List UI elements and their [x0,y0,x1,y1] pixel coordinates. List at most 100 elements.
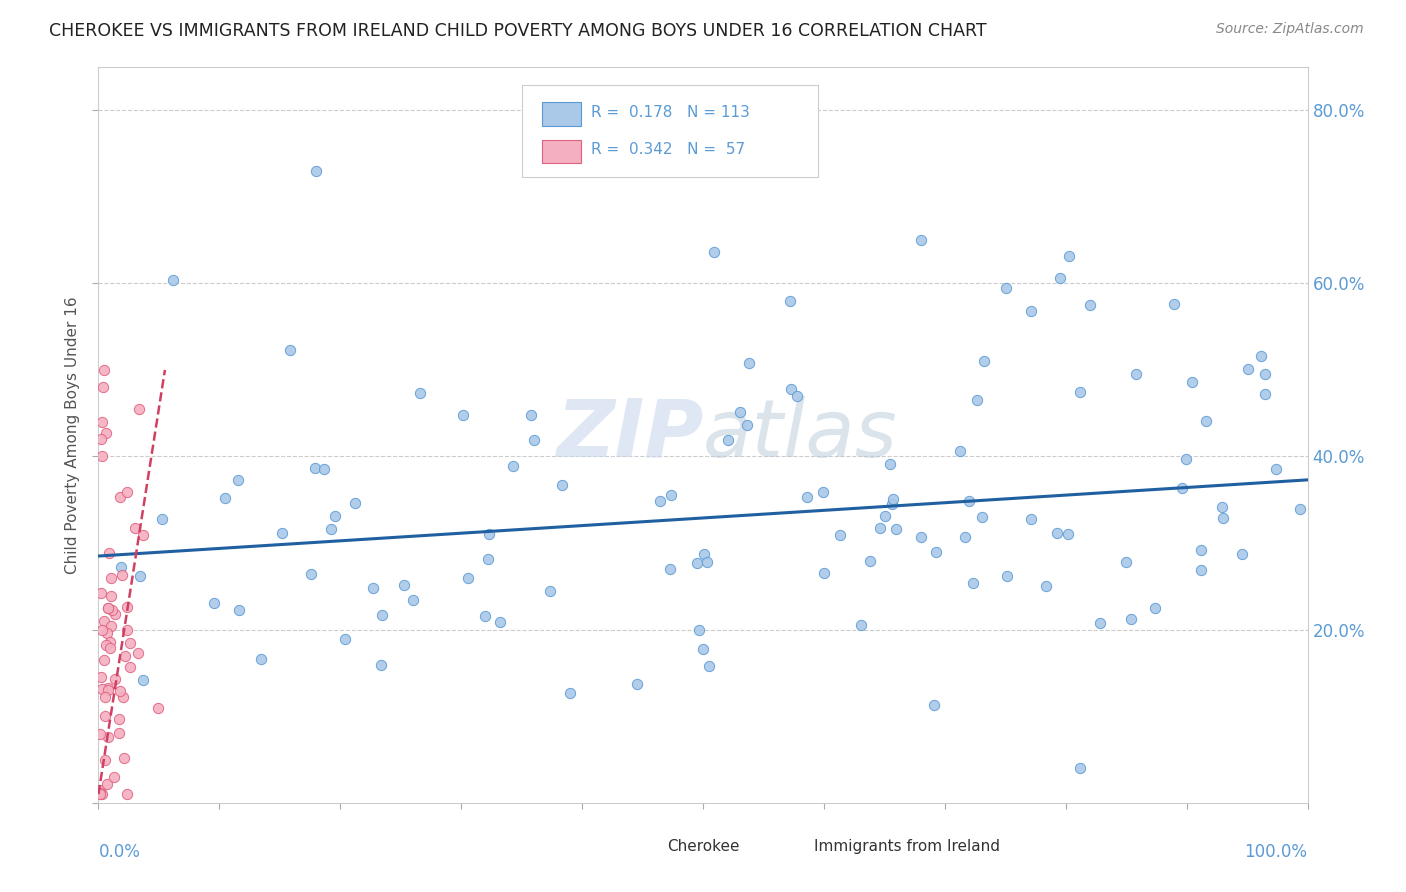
Point [457,571,479,585]
Point [402,592,425,607]
Point [150,512,173,526]
Point [869,521,891,535]
Point [489,615,512,629]
Point [477,551,499,566]
Text: Cherokee: Cherokee [666,839,740,855]
Point [124,521,146,535]
Point [523,433,546,447]
Point [882,491,904,506]
Point [1195,414,1218,428]
Point [103,770,125,784]
Point [659,562,682,576]
Point [1189,542,1212,557]
Point [1069,385,1091,400]
Point [502,458,524,473]
Text: CHEROKEE VS IMMIGRANTS FROM IRELAND CHILD POVERTY AMONG BOYS UNDER 16 CORRELATIO: CHEROKEE VS IMMIGRANTS FROM IRELAND CHIL… [49,22,987,40]
Point [112,690,135,705]
Point [1250,349,1272,363]
Point [478,527,501,541]
Point [1289,501,1312,516]
Point [361,581,384,595]
Point [114,648,136,663]
Point [558,685,581,699]
Point [214,491,236,506]
Point [226,473,249,487]
Point [1019,511,1042,525]
Point [100,571,122,585]
Text: 0.0%: 0.0% [98,843,141,862]
Point [108,726,131,740]
Point [97,682,120,697]
Point [93,653,115,667]
Point [451,409,474,423]
Point [96,777,118,791]
Point [1119,612,1142,626]
Point [1181,376,1204,390]
Point [89,782,111,797]
Point [1254,387,1277,401]
Point [96,626,118,640]
Point [1078,298,1101,312]
Point [131,528,153,542]
Point [1212,511,1234,525]
Point [93,363,115,377]
Point [1056,526,1078,541]
Point [146,701,169,715]
Point [97,601,120,615]
Point [650,494,672,508]
FancyBboxPatch shape [522,86,818,178]
Text: R =  0.342   N =  57: R = 0.342 N = 57 [591,143,745,157]
Point [104,673,127,687]
Point [796,491,818,505]
Point [910,530,932,544]
Point [117,623,139,637]
Point [730,405,752,419]
Point [875,509,897,524]
Point [305,163,328,178]
Point [131,673,153,687]
Point [108,712,131,726]
Bar [637,839,664,855]
Point [957,494,980,508]
Point [949,443,972,458]
Point [1163,297,1185,311]
Point [91,450,114,464]
Text: 100.0%: 100.0% [1244,843,1308,862]
Point [717,433,740,447]
Point [1035,579,1057,593]
Point [849,617,872,632]
Point [278,343,301,358]
Point [995,569,1018,583]
Point [304,460,326,475]
Text: R =  0.178   N = 113: R = 0.178 N = 113 [591,105,749,120]
Point [344,496,367,510]
Point [735,418,758,433]
Point [1174,452,1197,467]
Point [1069,761,1091,775]
Point [688,623,710,637]
Point [108,684,131,698]
Point [994,281,1017,295]
Point [1254,368,1277,382]
Point [962,576,984,591]
Point [910,233,932,247]
Point [474,608,496,623]
Point [692,641,714,656]
Point [117,787,139,801]
Point [925,545,948,559]
Point [90,585,112,599]
Point [1189,563,1212,577]
Point [94,753,117,767]
Point [1264,462,1286,476]
Point [697,659,720,673]
Point [1143,601,1166,615]
Point [94,426,117,441]
Point [813,484,835,499]
Point [97,730,120,744]
Point [696,555,718,569]
Text: ZIP: ZIP [555,396,703,474]
Point [786,389,808,403]
Point [94,709,117,723]
Point [738,355,761,369]
Point [312,462,335,476]
